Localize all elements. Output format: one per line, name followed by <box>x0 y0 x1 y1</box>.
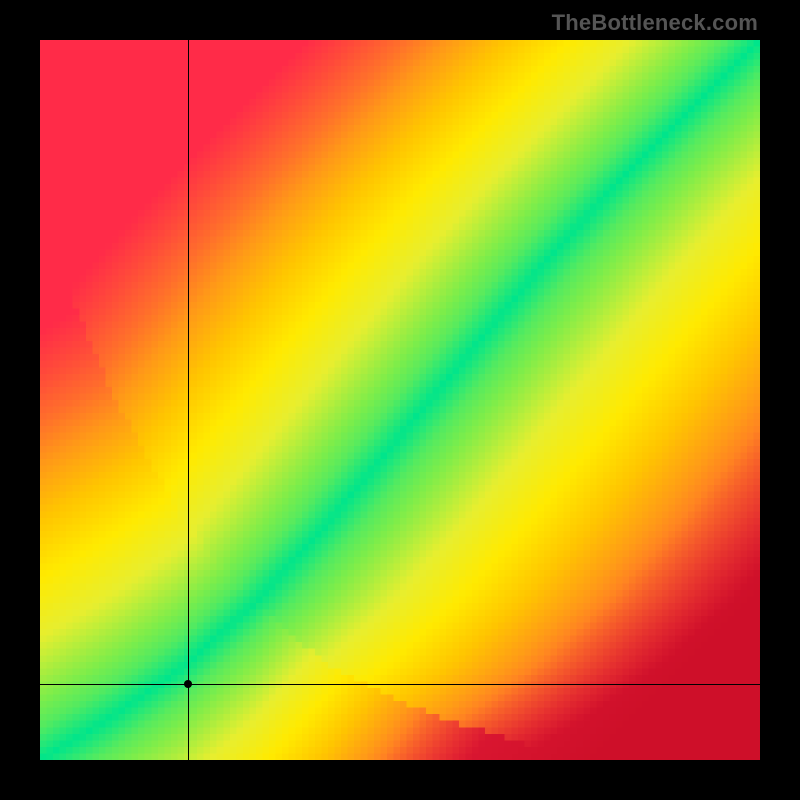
crosshair-horizontal <box>40 684 760 685</box>
heatmap-plot <box>40 40 760 760</box>
selection-marker[interactable] <box>184 680 192 688</box>
source-watermark: TheBottleneck.com <box>552 10 758 36</box>
crosshair-vertical <box>188 40 189 760</box>
heatmap-canvas <box>40 40 760 760</box>
